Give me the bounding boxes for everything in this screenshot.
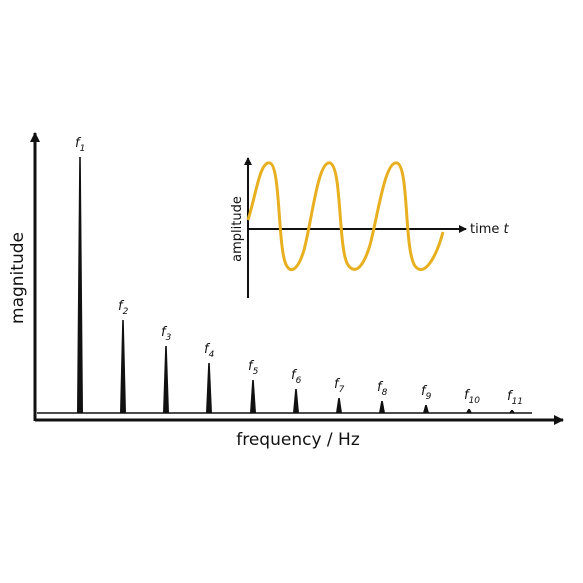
peak [509,410,515,413]
peak-label: f4 [204,342,215,360]
peak-symbol: f [334,377,341,392]
peak-symbol: f [248,359,255,374]
peak-label: f5 [248,359,259,377]
peak-symbol: f [204,342,211,357]
peak [423,405,429,413]
peak-symbol: f [421,384,428,399]
peak [120,320,126,413]
peak-symbol: f [507,389,514,404]
peak [250,380,256,413]
inset-x-text: time [470,222,499,237]
x-axis-label: frequency / Hz [236,430,360,450]
peak-label: f7 [334,377,345,395]
inset-x-label: time t [470,222,510,237]
peak [293,389,299,413]
peak-index: 8 [382,388,388,398]
peak [163,346,169,413]
peak-label: f10 [464,388,480,406]
peak-index: 2 [123,307,129,317]
peak-label: f8 [377,380,388,398]
peak-index: 4 [209,350,215,360]
waveform [246,161,445,272]
peak-index: 3 [166,333,172,343]
peak-index: 6 [296,376,302,386]
peak-index: 11 [512,397,523,407]
peak-index: 7 [339,385,345,395]
peak-label: f1 [75,136,85,154]
peak-label: f9 [421,384,432,402]
peak [379,401,385,413]
peak-label: f2 [118,299,129,317]
peak-symbol: f [118,299,125,314]
peak-index: 10 [469,396,481,406]
peak-symbol: f [464,388,471,403]
peak-symbol: f [161,325,168,340]
peak [466,409,472,413]
peak-label: f3 [161,325,172,343]
peak-label: f11 [507,389,523,407]
peak-symbol: f [377,380,384,395]
peak-symbol: f [75,136,82,151]
y-axis-label: magnitude [8,232,28,324]
inset-y-label: amplitude [230,196,245,262]
inset-x-symbol: t [504,222,510,237]
peak [206,363,212,413]
peak-index: 5 [253,367,259,377]
peak-label: f6 [291,368,302,386]
peak-index: 1 [80,144,86,154]
peak-symbol: f [291,368,298,383]
peak-index: 9 [426,392,432,402]
peak [77,157,83,413]
peak [336,398,342,413]
